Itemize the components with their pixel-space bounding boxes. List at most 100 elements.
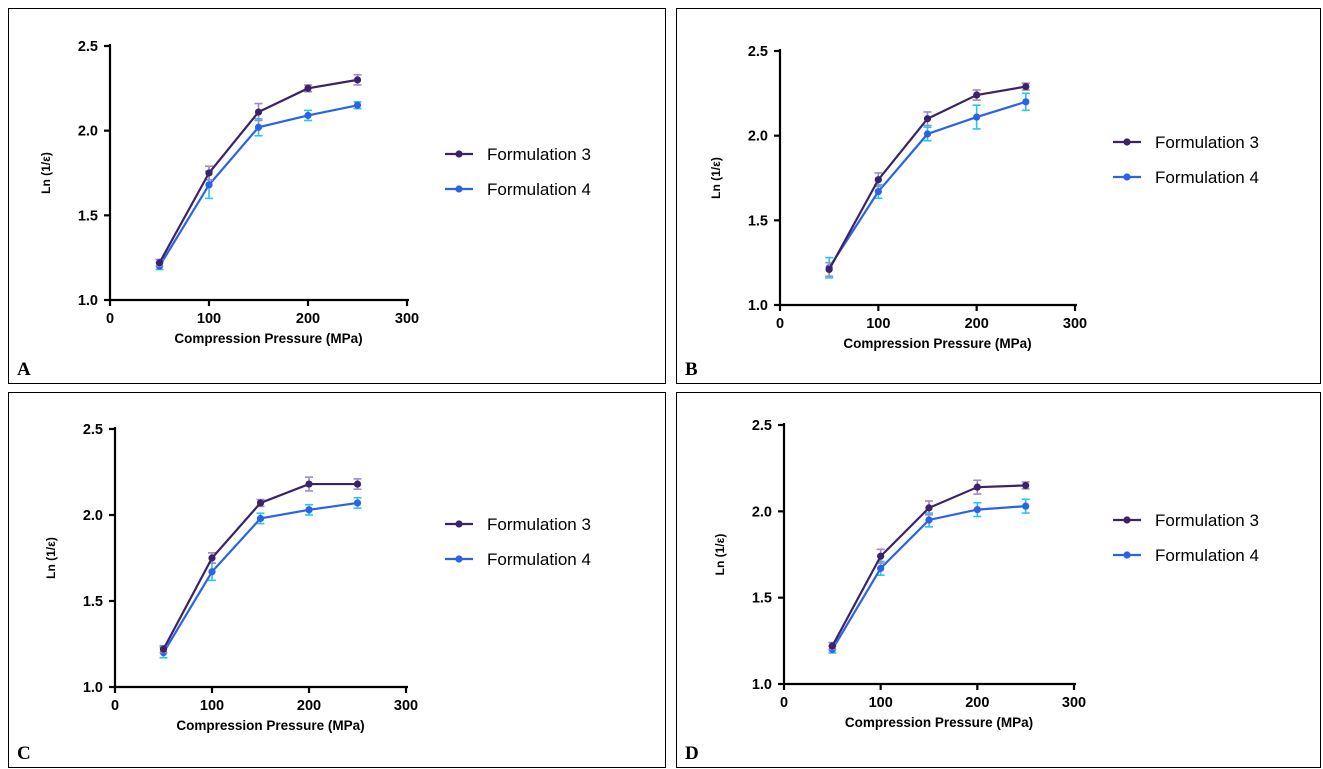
data-point — [923, 130, 932, 138]
data-point — [155, 259, 164, 267]
y-tick-label: 2.5 — [78, 39, 98, 55]
chart-c: 1.0 1.5 2.0 2.5 0 100 200 300 Compression Pressu… — [44, 422, 591, 733]
y-axis-label-a: Ln (1/ε) — [39, 152, 53, 194]
data-point — [305, 480, 313, 488]
legend-swatch-marker — [1123, 516, 1131, 524]
data-point — [305, 506, 313, 514]
legend-label: Formulation 4 — [487, 180, 591, 199]
data-point — [353, 480, 362, 488]
data-point — [925, 504, 933, 512]
legend-swatch-marker — [455, 555, 463, 563]
data-point — [304, 111, 312, 120]
x-tick-label: 100 — [866, 316, 890, 332]
x-tick-label: 200 — [297, 698, 321, 714]
x-tick-label: 300 — [1063, 316, 1087, 332]
panel-label-a: A — [17, 359, 31, 380]
data-point — [973, 113, 981, 121]
data-point — [159, 645, 168, 653]
y-axis-label-b: Ln (1/ε) — [709, 157, 723, 199]
data-point — [973, 483, 981, 491]
data-point — [353, 76, 362, 84]
data-point — [254, 123, 263, 131]
legend-label: Formulation 4 — [487, 550, 591, 569]
data-point — [973, 506, 981, 514]
y-axis-label-c: Ln (1/ε) — [44, 537, 58, 579]
legend-swatch-marker — [1123, 173, 1131, 181]
data-point — [1022, 502, 1030, 510]
legend-swatch-marker — [1123, 138, 1131, 146]
panel-d: 1.0 1.5 2.0 2.5 0 100 200 300 Compression Pressu… — [676, 392, 1321, 768]
x-tick-label: 0 — [776, 316, 784, 332]
x-tick-label: 300 — [395, 311, 419, 327]
legend-label: Formulation 4 — [1155, 546, 1259, 565]
y-tick-label: 1.5 — [748, 213, 768, 229]
data-point — [877, 552, 885, 560]
x-tick-label: 0 — [780, 695, 788, 711]
data-point — [1022, 98, 1030, 106]
panel-label-c: C — [17, 743, 31, 764]
data-point — [256, 514, 265, 523]
y-tick-label: 1.0 — [78, 293, 98, 309]
data-point — [256, 499, 265, 507]
data-point — [1022, 82, 1030, 91]
x-axis-label-d: Compression Pressure (MPa) — [845, 715, 1033, 730]
y-tick-label: 1.5 — [83, 594, 103, 610]
y-tick-label: 1.0 — [748, 298, 768, 314]
y-axis-label-d: Ln (1/ε) — [713, 534, 727, 576]
y-tick-label: 1.0 — [83, 680, 103, 696]
legend-label: Formulation 3 — [487, 515, 591, 534]
panel-a: 1.0 1.5 2.0 2.5 0 100 200 300 Compression Pressu… — [8, 8, 666, 384]
data-point — [254, 108, 263, 116]
panel-label-d: D — [685, 743, 699, 764]
legend-label: Formulation 3 — [1155, 511, 1259, 530]
data-point — [973, 91, 981, 99]
data-point — [874, 187, 882, 196]
y-tick-label: 2.5 — [83, 422, 103, 438]
chart-d: 1.0 1.5 2.0 2.5 0 100 200 300 Compression Pressu… — [713, 418, 1259, 730]
x-tick-label: 100 — [200, 698, 224, 714]
y-tick-label: 2.5 — [748, 44, 768, 60]
chart-a: 1.0 1.5 2.0 2.5 0 100 200 300 Compression Pressu… — [39, 39, 591, 346]
series-line-formulation-3 — [162, 482, 358, 650]
y-tick-label: 2.5 — [752, 418, 772, 434]
x-tick-label: 200 — [965, 316, 989, 332]
x-tick-label: 200 — [965, 695, 989, 711]
y-tick-label: 2.0 — [748, 129, 768, 145]
y-tick-label: 2.0 — [83, 508, 103, 524]
x-tick-label: 100 — [197, 311, 221, 327]
data-point — [877, 564, 885, 572]
x-tick-label: 100 — [869, 695, 893, 711]
legend-swatch-marker — [455, 150, 463, 158]
legend-label: Formulation 3 — [1155, 133, 1259, 152]
data-point — [208, 568, 216, 576]
legend-label: Formulation 3 — [487, 145, 591, 164]
x-tick-label: 300 — [1062, 695, 1086, 711]
legend-label: Formulation 4 — [1155, 168, 1259, 187]
data-point — [925, 516, 933, 524]
chart-b: 1.0 1.5 2.0 2.5 0 100 200 300 Compression Pressu… — [709, 44, 1259, 351]
data-point — [205, 181, 213, 189]
panel-label-b: B — [685, 359, 698, 380]
data-point — [828, 642, 836, 650]
legend-swatch-marker — [1123, 551, 1131, 559]
data-point — [923, 115, 932, 123]
panel-b: 1.0 1.5 2.0 2.5 0 100 200 300 Compression Pressu… — [676, 8, 1321, 384]
data-point — [825, 265, 833, 274]
x-tick-label: 200 — [296, 311, 320, 327]
data-point — [208, 554, 216, 562]
legend-swatch-marker — [455, 520, 463, 528]
x-axis-label-a: Compression Pressure (MPa) — [174, 331, 362, 346]
x-tick-label: 0 — [111, 698, 119, 714]
data-point — [353, 499, 362, 507]
y-tick-label: 2.0 — [78, 124, 98, 140]
data-point — [205, 169, 213, 177]
data-point — [1022, 481, 1030, 490]
data-point — [353, 101, 362, 109]
data-point — [304, 84, 312, 92]
x-axis-label-c: Compression Pressure (MPa) — [176, 718, 364, 733]
legend-swatch-marker — [455, 185, 463, 193]
x-tick-label: 0 — [106, 311, 114, 327]
series-line-formulation-4 — [162, 501, 358, 654]
x-axis-label-b: Compression Pressure (MPa) — [843, 336, 1031, 351]
y-tick-label: 1.5 — [752, 591, 772, 607]
